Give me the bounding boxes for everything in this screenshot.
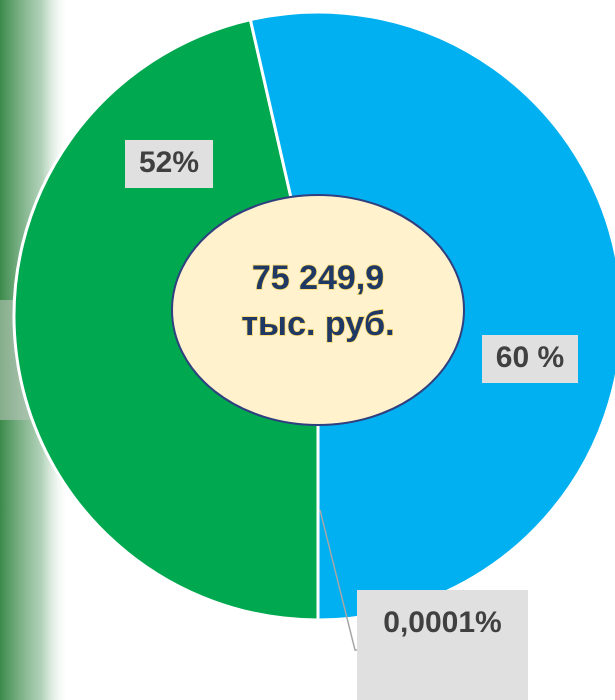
- data-label: 0,0001%: [383, 606, 501, 639]
- data-labels: 52% 60 % 0,0001%: [125, 140, 578, 700]
- slice: [12, 17, 320, 622]
- center-label: тыс. руб.: [241, 305, 394, 343]
- data-label-box: [125, 140, 213, 188]
- data-label-box: [357, 590, 528, 700]
- data-label: 60 %: [496, 341, 564, 374]
- data-label: 52%: [139, 146, 199, 179]
- data-label-box: [482, 335, 578, 383]
- donut-hole: [171, 194, 465, 426]
- center-label: 75 249,9: [252, 259, 384, 297]
